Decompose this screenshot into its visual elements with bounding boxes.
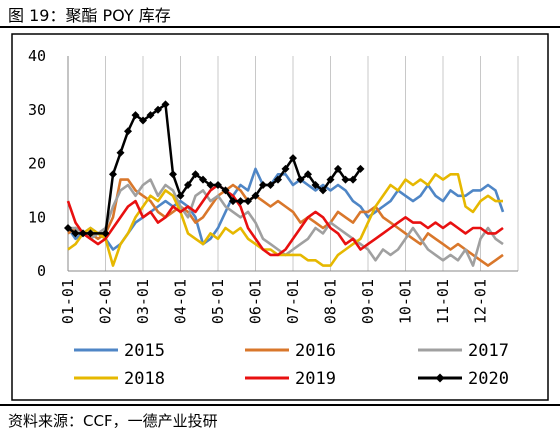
x-tick-label: 07-01	[284, 279, 302, 324]
legend-marker-2020	[435, 373, 445, 383]
series-line-2015	[66, 167, 505, 251]
series-line-2016	[67, 178, 504, 267]
legend: 2015 2016 2017 2018 2019 2020	[74, 341, 509, 389]
data-point-2020	[131, 111, 140, 120]
x-tick-label: 04-01	[172, 279, 190, 324]
x-tick-label: 11-01	[434, 279, 452, 324]
data-point-2020	[71, 229, 80, 238]
y-tick-label: 0	[37, 262, 46, 280]
data-point-2020	[281, 164, 290, 173]
data-point-2020	[326, 175, 335, 184]
data-point-2020	[319, 186, 327, 195]
data-point-2020	[251, 191, 260, 200]
series-line-2019	[66, 183, 504, 257]
data-point-2020	[304, 170, 312, 179]
data-point-2020	[229, 197, 237, 206]
plot-frame	[11, 33, 549, 401]
data-point-2020	[311, 181, 320, 189]
data-point-2020	[259, 181, 267, 189]
x-tick-label: 08-01	[322, 279, 340, 324]
y-tick-label: 20	[28, 155, 46, 173]
data-point-2020	[124, 127, 132, 136]
legend-label-2015: 2015	[124, 341, 165, 361]
x-tick-label: 05-01	[209, 279, 227, 324]
data-point-2020	[236, 197, 245, 206]
data-point-2020	[109, 170, 117, 179]
bottom-rule	[0, 404, 560, 406]
series-layer	[64, 100, 505, 267]
axes: 0 10 20 30 40 01-01 02-01 03-01 04-01 05-01 06-01 0…	[28, 47, 518, 324]
x-tick-label: 10-01	[397, 279, 415, 324]
y-tick-label: 40	[28, 47, 46, 65]
legend-label-2017: 2017	[468, 341, 509, 361]
data-point-2020	[64, 224, 72, 232]
x-tick-label: 06-01	[247, 279, 265, 324]
data-point-2020	[79, 229, 87, 238]
legend-label-2016: 2016	[295, 341, 336, 361]
legend-label-2020: 2020	[468, 369, 509, 389]
top-rule	[0, 26, 560, 28]
x-tick-label: 01-01	[59, 279, 77, 324]
data-point-2020	[101, 229, 110, 238]
data-point-2020	[199, 175, 207, 184]
data-point-2020	[206, 181, 215, 189]
x-tick-label: 12-01	[472, 279, 490, 324]
data-point-2020	[154, 105, 162, 114]
data-point-2020	[214, 181, 222, 189]
data-point-2020	[274, 175, 282, 184]
data-point-2020	[334, 164, 342, 173]
data-point-2020	[146, 111, 155, 120]
data-point-2020	[244, 197, 252, 206]
x-tick-label: 09-01	[359, 279, 377, 324]
data-point-2020	[356, 164, 365, 173]
data-point-2020	[221, 186, 230, 195]
data-point-2020	[161, 100, 170, 109]
legend-label-2018: 2018	[124, 369, 165, 389]
data-point-2020	[169, 170, 177, 179]
data-point-2020	[139, 116, 147, 125]
data-point-2020	[176, 191, 185, 200]
data-point-2020	[289, 154, 297, 163]
data-point-2020	[296, 175, 305, 184]
data-point-2020	[191, 170, 200, 179]
figure-title: 图 19：聚酯 POY 库存	[8, 6, 171, 25]
y-tick-label: 30	[28, 101, 46, 119]
x-tick-label: 02-01	[97, 279, 115, 324]
data-point-2020	[266, 181, 275, 189]
data-point-2020	[349, 175, 357, 184]
legend-label-2019: 2019	[295, 369, 336, 389]
y-tick-label: 10	[28, 208, 46, 226]
data-point-2020	[341, 175, 350, 184]
data-point-2020	[86, 229, 95, 238]
x-tick-label: 03-01	[134, 279, 152, 324]
data-point-2020	[184, 181, 192, 189]
source-note: 资料来源：CCF，一德产业投研	[8, 412, 218, 430]
data-point-2020	[116, 148, 125, 157]
